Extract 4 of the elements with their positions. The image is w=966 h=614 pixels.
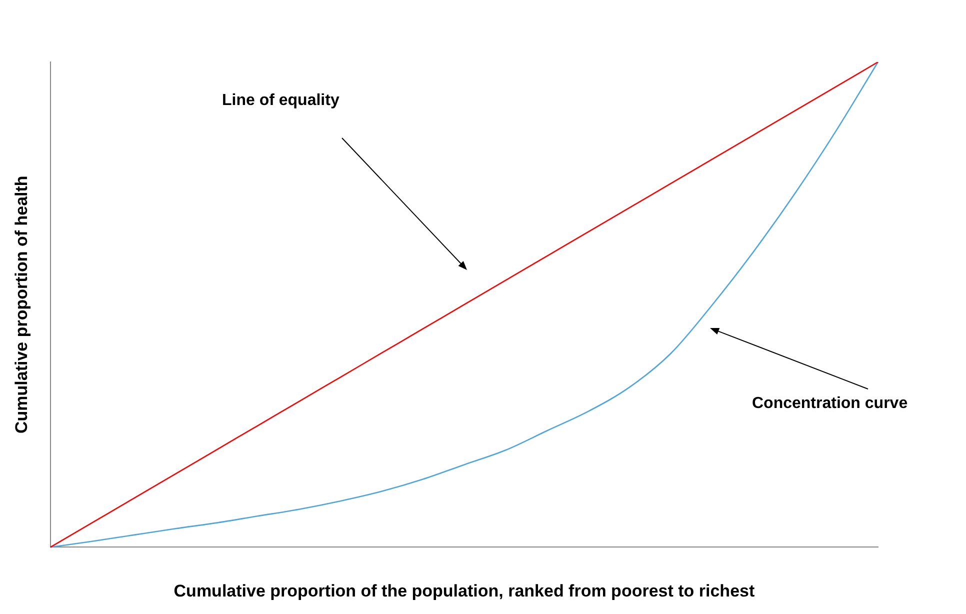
annotation: Line of equality — [222, 92, 340, 110]
x-axis-title: Cumulative proportion of the population, ranked from poorest to richest — [174, 581, 755, 600]
y-axis-title: Cumulative proportion of health — [12, 176, 31, 434]
annotation: Concentration curve — [752, 395, 908, 413]
